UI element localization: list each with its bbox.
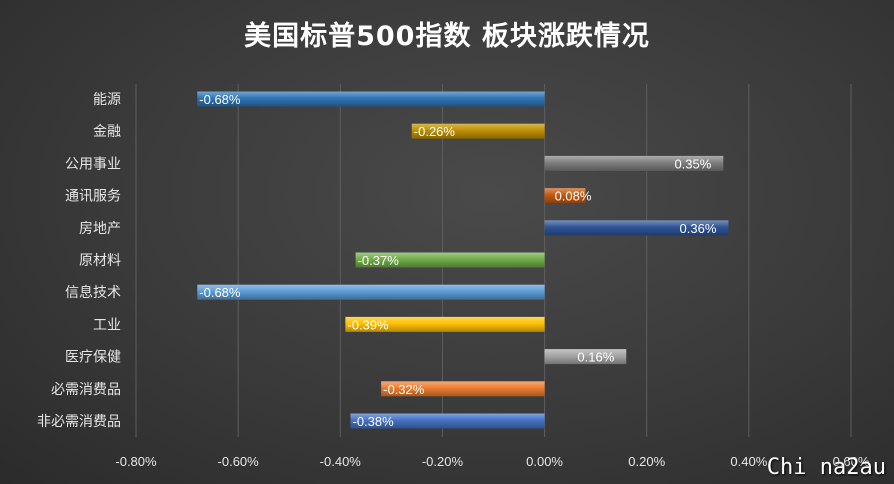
category-label: 房地产: [79, 221, 121, 237]
data-label: -0.68%: [199, 92, 241, 107]
category-label: 金融: [93, 124, 121, 140]
x-tick-label: 0.20%: [628, 454, 665, 469]
data-label: -0.38%: [353, 414, 395, 429]
data-label: 0.08%: [555, 189, 592, 204]
bar: [355, 252, 545, 268]
data-label: -0.39%: [347, 317, 389, 332]
bars: [197, 91, 729, 429]
category-label: 能源: [93, 92, 121, 108]
x-tick-label: -0.40%: [320, 454, 362, 469]
data-label: -0.37%: [358, 253, 400, 268]
grid-lines: [135, 84, 852, 437]
category-label: 医疗保健: [65, 350, 121, 366]
data-label: 0.36%: [680, 221, 717, 236]
bar: [197, 284, 545, 300]
bar: [381, 381, 545, 397]
category-label: 信息技术: [65, 284, 121, 301]
bar: [544, 188, 586, 204]
x-tick-label: 0.00%: [526, 454, 563, 469]
x-tick-label: 0.60%: [833, 454, 870, 469]
bar: [197, 91, 545, 107]
x-tick-label: 0.40%: [730, 454, 767, 469]
x-tick-label: -0.60%: [218, 454, 260, 469]
data-labels: -0.68% -0.26% 0.35% 0.08% 0.36% -0.37% -0.68% -…: [199, 92, 717, 429]
category-label: 必需消费品: [51, 382, 121, 398]
bar: [350, 413, 545, 429]
bar: [544, 155, 724, 171]
category-label: 原材料: [79, 253, 121, 269]
chart-title: 美国标普500指数 板块涨跌情况: [244, 21, 650, 52]
x-tick-label: -0.80%: [115, 454, 157, 469]
data-label: -0.26%: [414, 124, 456, 139]
data-label: 0.16%: [577, 350, 614, 365]
category-label: 公用事业: [65, 156, 121, 172]
bar: [345, 316, 545, 332]
bar: [544, 220, 729, 236]
category-label: 工业: [93, 317, 121, 333]
bar: [544, 349, 627, 365]
data-label: 0.35%: [674, 156, 711, 171]
bar: [411, 123, 545, 139]
category-label: 非必需消费品: [37, 414, 121, 430]
data-label: -0.68%: [199, 285, 241, 300]
x-tick-label: -0.20%: [422, 454, 464, 469]
data-label: -0.32%: [383, 382, 425, 397]
x-tick-labels: -0.80% -0.60% -0.40% -0.20% 0.00% 0.20% 0.40% 0…: [115, 454, 869, 469]
watermark: Chi na2au: [766, 455, 886, 480]
category-label: 通讯服务: [65, 189, 121, 205]
